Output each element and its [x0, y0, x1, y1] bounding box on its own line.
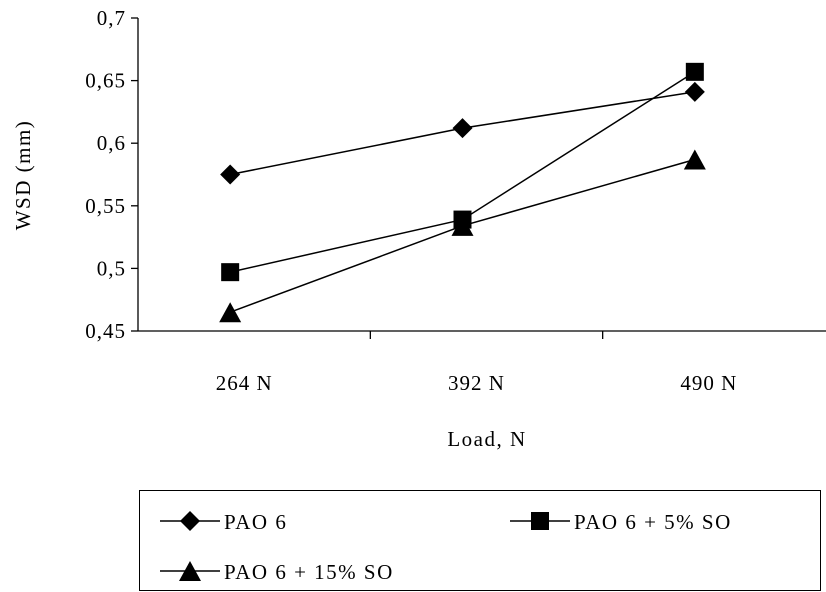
x-tick-label: 490 N — [680, 371, 737, 395]
legend-label: PAO 6 + 15% SO — [224, 560, 394, 584]
series-1 — [220, 81, 705, 185]
legend-entry: PAO 6 + 5% SO — [510, 510, 732, 534]
y-tick-label: 0,7 — [97, 6, 126, 30]
data-point — [685, 62, 704, 81]
data-point — [221, 263, 240, 282]
y-ticks: 0,45 0,5 0,55 0,6 0,65 0,7 — [85, 6, 138, 343]
series-line — [229, 158, 696, 313]
legend-marker — [179, 561, 201, 581]
series-layer — [219, 62, 706, 323]
y-tick-label: 0,6 — [97, 131, 126, 155]
legend-marker — [531, 512, 549, 530]
data-point — [451, 215, 474, 236]
legend-box — [139, 490, 821, 591]
x-axis-label: Load, N — [447, 427, 526, 451]
legend-marker — [180, 511, 200, 531]
data-point — [219, 302, 242, 323]
data-point — [220, 164, 241, 185]
legend: PAO 6 PAO 6 + 5% SO PAO 6 + 15% SO — [139, 490, 821, 591]
x-ticks: 264 N 392 N 490 N — [216, 331, 737, 395]
y-tick-label: 0,65 — [85, 69, 126, 93]
series-2 — [221, 62, 704, 282]
data-point — [452, 118, 473, 139]
y-tick-label: 0,45 — [85, 319, 126, 343]
y-axis-label: WSD (mm) — [11, 120, 35, 231]
data-point — [684, 81, 705, 102]
y-tick-label: 0,55 — [85, 194, 126, 218]
series-3 — [219, 149, 706, 323]
legend-entry: PAO 6 + 15% SO — [160, 560, 394, 584]
y-tick-label: 0,5 — [97, 256, 126, 280]
legend-label: PAO 6 + 5% SO — [574, 510, 732, 534]
data-point — [683, 149, 706, 170]
legend-label: PAO 6 — [224, 510, 287, 534]
legend-entry: PAO 6 — [160, 510, 287, 534]
x-tick-label: 392 N — [448, 371, 505, 395]
series-line — [230, 71, 696, 273]
x-tick-label: 264 N — [216, 371, 273, 395]
axes — [137, 18, 826, 332]
